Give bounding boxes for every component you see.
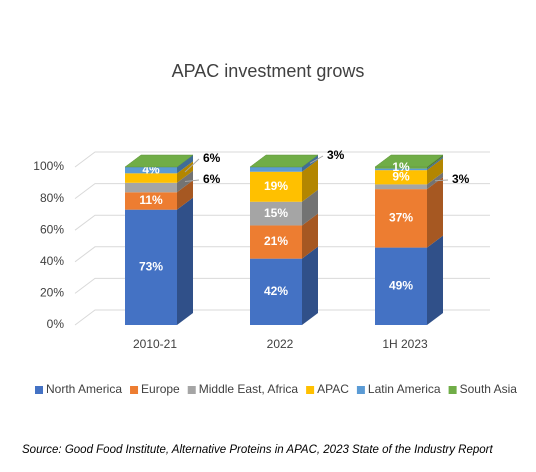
bar-side bbox=[427, 156, 443, 171]
grid-line bbox=[74, 309, 490, 326]
bar-front bbox=[375, 184, 427, 190]
bar-side bbox=[427, 177, 443, 248]
grid-line bbox=[74, 151, 490, 168]
bar-segment bbox=[375, 158, 443, 185]
bar-front bbox=[250, 201, 302, 226]
bar-segment bbox=[375, 156, 443, 171]
bar-segment bbox=[125, 155, 193, 174]
bar-front bbox=[125, 192, 177, 210]
bar-front bbox=[125, 182, 177, 193]
bar-front bbox=[375, 189, 427, 248]
bar-side bbox=[177, 155, 193, 174]
grid-line bbox=[74, 246, 490, 263]
bar-front bbox=[250, 167, 302, 172]
bar-segment bbox=[375, 177, 443, 248]
bar-front bbox=[125, 167, 177, 174]
bar-top bbox=[124, 154, 194, 168]
data-label: 49% bbox=[389, 278, 413, 292]
bar-side bbox=[177, 170, 193, 193]
bar-segment bbox=[125, 197, 193, 325]
data-label: 21% bbox=[264, 234, 288, 248]
y-tick-label: 40% bbox=[40, 254, 64, 268]
bar-segment bbox=[250, 246, 318, 325]
legend-label: Middle East, Africa bbox=[199, 382, 299, 396]
y-tick-label: 0% bbox=[47, 317, 65, 331]
legend-label: South Asia bbox=[460, 382, 518, 396]
x-tick-label: 2010-21 bbox=[133, 337, 177, 351]
bar-side bbox=[177, 180, 193, 210]
bar-side bbox=[427, 235, 443, 325]
bar-top bbox=[374, 154, 444, 168]
bar-top bbox=[249, 154, 319, 168]
bar-side bbox=[302, 246, 318, 325]
chart-title: APAC investment grows bbox=[172, 61, 365, 81]
data-label: 6% bbox=[203, 172, 221, 186]
bar-segment bbox=[249, 154, 319, 168]
leader-line bbox=[184, 158, 200, 173]
bar-segment bbox=[125, 180, 193, 210]
data-label: 15% bbox=[264, 206, 288, 220]
legend-label: APAC bbox=[317, 382, 349, 396]
bar-side bbox=[302, 213, 318, 259]
source-note: Source: Good Food Institute, Alternative… bbox=[22, 444, 493, 456]
data-label: 73% bbox=[139, 260, 163, 274]
bar-side bbox=[427, 158, 443, 185]
y-tick-label: 20% bbox=[40, 286, 64, 300]
bar-front bbox=[250, 258, 302, 325]
bar-side bbox=[302, 159, 318, 202]
data-label: 1% bbox=[392, 160, 410, 174]
bar-front bbox=[375, 170, 427, 185]
bar-segment bbox=[125, 170, 193, 193]
bar-segment bbox=[250, 159, 318, 202]
bar-side bbox=[302, 189, 318, 226]
bar-front bbox=[375, 167, 427, 169]
legend-label: Europe bbox=[141, 382, 180, 396]
bar-segment bbox=[250, 213, 318, 259]
bar-segment bbox=[374, 154, 444, 169]
bar-side bbox=[177, 197, 193, 325]
bar-front bbox=[375, 168, 427, 171]
bar-segment bbox=[375, 235, 443, 325]
y-tick-label: 100% bbox=[33, 159, 64, 173]
grid-line bbox=[74, 183, 490, 200]
legend-swatch bbox=[448, 386, 457, 394]
data-label: 9% bbox=[392, 169, 410, 183]
bar-front bbox=[125, 173, 177, 183]
bar-front bbox=[125, 209, 177, 325]
bar-front bbox=[250, 225, 302, 259]
x-tick-label: 2022 bbox=[267, 337, 294, 351]
data-label: 19% bbox=[264, 179, 288, 193]
legend-swatch bbox=[187, 386, 196, 394]
grid-line bbox=[74, 277, 490, 294]
legend-swatch bbox=[35, 386, 43, 394]
legend-label: Latin America bbox=[368, 382, 441, 396]
y-tick-label: 60% bbox=[40, 222, 64, 236]
bar-segment bbox=[124, 154, 194, 168]
data-label: 6% bbox=[203, 151, 221, 165]
grid-line bbox=[74, 214, 490, 231]
leader-line bbox=[309, 155, 324, 164]
legend-swatch bbox=[356, 386, 365, 394]
data-label: 11% bbox=[139, 193, 163, 207]
bar-front bbox=[375, 247, 427, 325]
bar-front bbox=[250, 171, 302, 202]
bar-segment bbox=[250, 189, 318, 226]
bar-side bbox=[427, 155, 443, 169]
legend-label: North America bbox=[46, 382, 122, 396]
legend-swatch bbox=[130, 386, 139, 394]
data-label: 42% bbox=[264, 284, 288, 298]
data-label: 3% bbox=[452, 172, 470, 186]
legend-swatch bbox=[306, 386, 315, 394]
y-tick-label: 80% bbox=[40, 191, 64, 205]
data-label: 37% bbox=[389, 211, 413, 225]
leader-line bbox=[184, 179, 200, 183]
data-label: 3% bbox=[327, 148, 345, 162]
x-tick-label: 1H 2023 bbox=[382, 337, 428, 351]
leader-line bbox=[434, 179, 449, 182]
